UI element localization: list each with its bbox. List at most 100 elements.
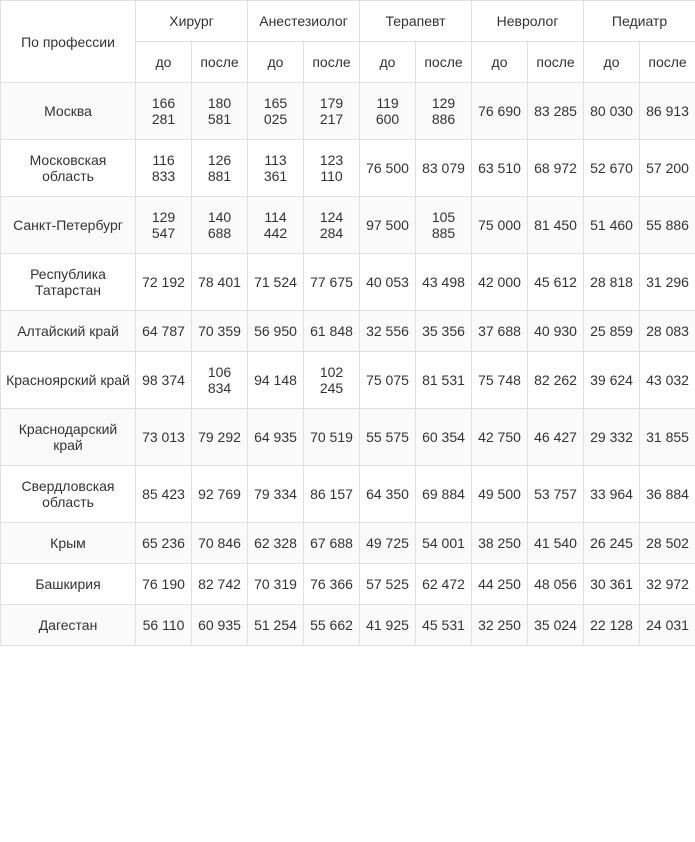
header-sub: после: [192, 42, 248, 83]
value-cell: 77 675: [304, 254, 360, 311]
value-cell: 55 575: [360, 409, 416, 466]
value-cell: 65 236: [136, 523, 192, 564]
value-cell: 62 472: [416, 564, 472, 605]
value-cell: 22 128: [584, 605, 640, 646]
header-group-0: Хирург: [136, 1, 248, 42]
table-row: Крым65 23670 84662 32867 68849 72554 001…: [1, 523, 695, 564]
value-cell: 106 834: [192, 352, 248, 409]
value-cell: 36 884: [640, 466, 695, 523]
value-cell: 64 787: [136, 311, 192, 352]
value-cell: 81 531: [416, 352, 472, 409]
value-cell: 35 024: [528, 605, 584, 646]
header-row-label: По профессии: [1, 1, 136, 83]
value-cell: 79 334: [248, 466, 304, 523]
value-cell: 28 083: [640, 311, 695, 352]
value-cell: 86 157: [304, 466, 360, 523]
value-cell: 67 688: [304, 523, 360, 564]
header-group-3: Невролог: [472, 1, 584, 42]
table-row: Башкирия76 19082 74270 31976 36657 52562…: [1, 564, 695, 605]
value-cell: 32 556: [360, 311, 416, 352]
value-cell: 42 750: [472, 409, 528, 466]
value-cell: 70 359: [192, 311, 248, 352]
value-cell: 61 848: [304, 311, 360, 352]
value-cell: 119 600: [360, 83, 416, 140]
header-sub: после: [304, 42, 360, 83]
value-cell: 38 250: [472, 523, 528, 564]
region-cell: Московская область: [1, 140, 136, 197]
value-cell: 71 524: [248, 254, 304, 311]
header-sub: после: [640, 42, 695, 83]
value-cell: 75 075: [360, 352, 416, 409]
value-cell: 79 292: [192, 409, 248, 466]
table-body: Москва166 281180 581165 025179 217119 60…: [1, 83, 695, 646]
value-cell: 52 670: [584, 140, 640, 197]
value-cell: 56 950: [248, 311, 304, 352]
table-header: По профессии Хирург Анестезиолог Терапев…: [1, 1, 695, 83]
table-row: Свердловская область85 42392 76979 33486…: [1, 466, 695, 523]
value-cell: 43 498: [416, 254, 472, 311]
value-cell: 51 460: [584, 197, 640, 254]
value-cell: 113 361: [248, 140, 304, 197]
value-cell: 41 540: [528, 523, 584, 564]
value-cell: 35 356: [416, 311, 472, 352]
value-cell: 82 262: [528, 352, 584, 409]
value-cell: 94 148: [248, 352, 304, 409]
value-cell: 24 031: [640, 605, 695, 646]
value-cell: 166 281: [136, 83, 192, 140]
value-cell: 70 319: [248, 564, 304, 605]
table-row: Московская область116 833126 881113 3611…: [1, 140, 695, 197]
value-cell: 179 217: [304, 83, 360, 140]
region-cell: Алтайский край: [1, 311, 136, 352]
value-cell: 57 200: [640, 140, 695, 197]
salary-table: По профессии Хирург Анестезиолог Терапев…: [0, 0, 695, 646]
region-cell: Красноярский край: [1, 352, 136, 409]
header-group-2: Терапевт: [360, 1, 472, 42]
value-cell: 43 032: [640, 352, 695, 409]
value-cell: 92 769: [192, 466, 248, 523]
value-cell: 54 001: [416, 523, 472, 564]
value-cell: 180 581: [192, 83, 248, 140]
value-cell: 82 742: [192, 564, 248, 605]
value-cell: 83 285: [528, 83, 584, 140]
value-cell: 78 401: [192, 254, 248, 311]
value-cell: 62 328: [248, 523, 304, 564]
header-group-4: Педиатр: [584, 1, 695, 42]
value-cell: 76 690: [472, 83, 528, 140]
value-cell: 68 972: [528, 140, 584, 197]
value-cell: 56 110: [136, 605, 192, 646]
value-cell: 116 833: [136, 140, 192, 197]
value-cell: 64 350: [360, 466, 416, 523]
value-cell: 33 964: [584, 466, 640, 523]
value-cell: 28 502: [640, 523, 695, 564]
table-row: Краснодарский край73 01379 29264 93570 5…: [1, 409, 695, 466]
value-cell: 86 913: [640, 83, 695, 140]
table-row: Красноярский край98 374106 83494 148102 …: [1, 352, 695, 409]
region-cell: Башкирия: [1, 564, 136, 605]
value-cell: 31 855: [640, 409, 695, 466]
value-cell: 126 881: [192, 140, 248, 197]
value-cell: 55 886: [640, 197, 695, 254]
value-cell: 123 110: [304, 140, 360, 197]
value-cell: 48 056: [528, 564, 584, 605]
header-sub: до: [360, 42, 416, 83]
value-cell: 105 885: [416, 197, 472, 254]
value-cell: 46 427: [528, 409, 584, 466]
value-cell: 28 818: [584, 254, 640, 311]
value-cell: 69 884: [416, 466, 472, 523]
value-cell: 44 250: [472, 564, 528, 605]
header-sub: до: [584, 42, 640, 83]
value-cell: 80 030: [584, 83, 640, 140]
table-row: Москва166 281180 581165 025179 217119 60…: [1, 83, 695, 140]
value-cell: 124 284: [304, 197, 360, 254]
value-cell: 41 925: [360, 605, 416, 646]
value-cell: 140 688: [192, 197, 248, 254]
value-cell: 73 013: [136, 409, 192, 466]
value-cell: 40 053: [360, 254, 416, 311]
value-cell: 49 500: [472, 466, 528, 523]
value-cell: 81 450: [528, 197, 584, 254]
region-cell: Свердловская область: [1, 466, 136, 523]
value-cell: 39 624: [584, 352, 640, 409]
value-cell: 97 500: [360, 197, 416, 254]
value-cell: 25 859: [584, 311, 640, 352]
header-sub: после: [528, 42, 584, 83]
